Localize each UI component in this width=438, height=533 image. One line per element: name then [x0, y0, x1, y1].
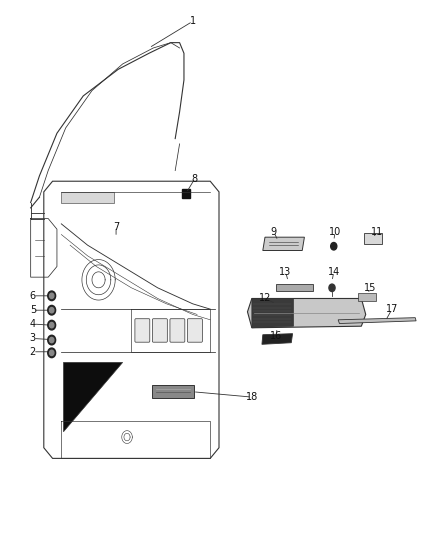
Text: 18: 18 [246, 392, 258, 402]
Text: 2: 2 [30, 347, 36, 357]
Circle shape [49, 350, 54, 356]
Circle shape [49, 308, 54, 313]
Text: 11: 11 [371, 227, 384, 237]
Polygon shape [252, 298, 293, 328]
Text: 9: 9 [271, 227, 277, 237]
Text: 10: 10 [329, 227, 341, 237]
Polygon shape [276, 284, 313, 291]
FancyBboxPatch shape [187, 319, 202, 342]
Text: 17: 17 [386, 304, 398, 314]
Polygon shape [152, 385, 194, 398]
Polygon shape [182, 189, 190, 198]
Text: 13: 13 [279, 267, 292, 277]
Text: 15: 15 [364, 283, 376, 293]
Polygon shape [61, 192, 114, 203]
Circle shape [49, 322, 54, 328]
Text: 14: 14 [328, 267, 340, 277]
Text: 8: 8 [192, 174, 198, 183]
Circle shape [48, 291, 56, 301]
Text: 3: 3 [30, 334, 36, 343]
Text: 4: 4 [30, 319, 36, 329]
Circle shape [48, 305, 56, 315]
FancyBboxPatch shape [170, 319, 185, 342]
Polygon shape [358, 293, 376, 301]
FancyBboxPatch shape [152, 319, 167, 342]
Text: 5: 5 [30, 305, 36, 315]
Text: 6: 6 [30, 291, 36, 301]
Text: 16: 16 [270, 331, 282, 341]
Polygon shape [263, 237, 304, 251]
FancyBboxPatch shape [135, 319, 150, 342]
Circle shape [48, 320, 56, 330]
Polygon shape [338, 318, 416, 324]
Polygon shape [64, 362, 123, 432]
Circle shape [48, 335, 56, 345]
Circle shape [329, 284, 335, 292]
Text: 1: 1 [190, 17, 196, 26]
Circle shape [49, 293, 54, 298]
Circle shape [48, 348, 56, 358]
Text: 12: 12 [259, 294, 271, 303]
Circle shape [331, 243, 337, 250]
Circle shape [49, 337, 54, 343]
Polygon shape [364, 233, 382, 244]
Text: 7: 7 [113, 222, 119, 231]
Polygon shape [262, 334, 293, 344]
Polygon shape [247, 298, 366, 328]
